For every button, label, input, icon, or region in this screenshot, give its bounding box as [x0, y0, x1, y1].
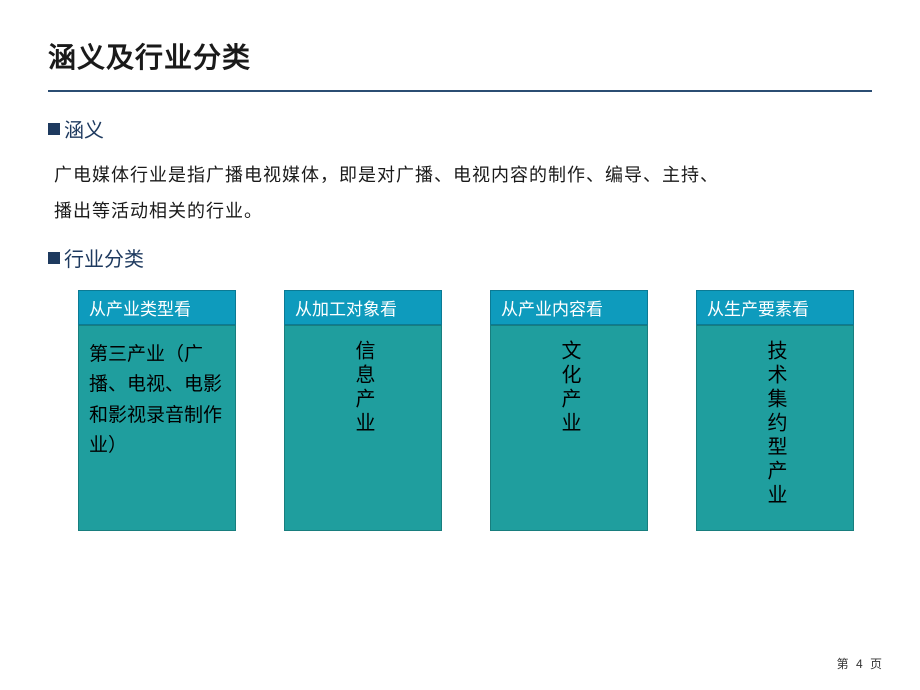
boxes-row: 从产业类型看 第三产业（广播、电视、电影和影视录音制作业） 从加工对象看 信息产… [78, 290, 872, 531]
page-number: 第 4 页 [837, 655, 884, 672]
box-3: 从产业内容看 文化产业 [490, 290, 648, 531]
slide: 涵义及行业分类 涵义 广电媒体行业是指广播电视媒体，即是对广播、电视内容的制作、… [0, 0, 920, 690]
body-line1: 广电媒体行业是指广播电视媒体，即是对广播、电视内容的制作、编导、主持、 [54, 157, 872, 193]
body-paragraph: 广电媒体行业是指广播电视媒体，即是对广播、电视内容的制作、编导、主持、 播出等活… [54, 157, 872, 229]
box-3-header: 从产业内容看 [490, 290, 648, 325]
bullet-icon [48, 123, 60, 135]
page-title: 涵义及行业分类 [48, 36, 872, 76]
box-4-body: 技术集约型产业 [696, 325, 854, 531]
box-2-text: 信息产业 [349, 340, 377, 436]
box-1: 从产业类型看 第三产业（广播、电视、电影和影视录音制作业） [78, 290, 236, 531]
title-divider [48, 90, 872, 92]
box-2-header: 从加工对象看 [284, 290, 442, 325]
box-1-text: 第三产业（广播、电视、电影和影视录音制作业） [79, 340, 235, 462]
box-3-text: 文化产业 [555, 340, 583, 436]
box-3-body: 文化产业 [490, 325, 648, 531]
box-4-text: 技术集约型产业 [761, 340, 789, 508]
section-meaning-label: 涵义 [64, 114, 104, 143]
box-2-body: 信息产业 [284, 325, 442, 531]
section-classification-label: 行业分类 [64, 243, 144, 272]
box-4-header: 从生产要素看 [696, 290, 854, 325]
box-1-header: 从产业类型看 [78, 290, 236, 325]
section-meaning: 涵义 [48, 114, 872, 143]
box-2: 从加工对象看 信息产业 [284, 290, 442, 531]
box-1-body: 第三产业（广播、电视、电影和影视录音制作业） [78, 325, 236, 531]
section-classification: 行业分类 [48, 243, 872, 272]
body-line2: 播出等活动相关的行业。 [54, 193, 872, 229]
bullet-icon [48, 252, 60, 264]
box-4: 从生产要素看 技术集约型产业 [696, 290, 854, 531]
